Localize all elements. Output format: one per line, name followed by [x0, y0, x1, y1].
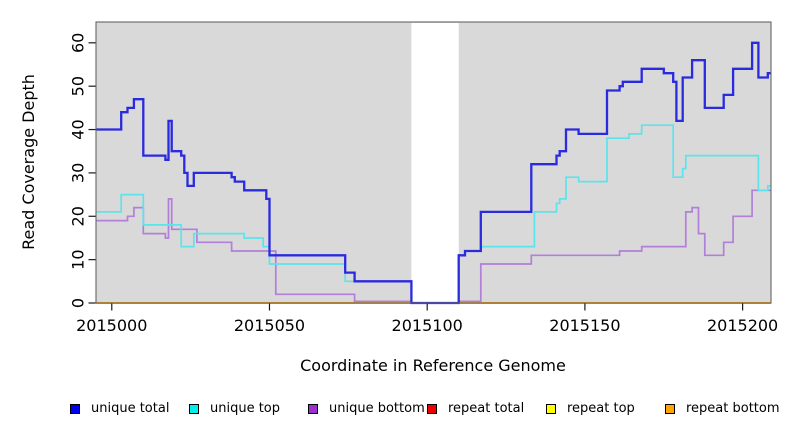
legend-swatch: [189, 404, 199, 414]
legend-item-unique-total: unique total: [70, 402, 169, 416]
y-tick-label: 20: [69, 206, 88, 226]
legend-swatch: [546, 404, 556, 414]
legend-label: repeat total: [448, 401, 525, 416]
y-tick-label: 10: [69, 249, 88, 269]
no-data-band: [411, 23, 459, 302]
y-tick-label: 0: [69, 298, 88, 308]
x-tick-label: 2015050: [234, 316, 305, 335]
legend-label: unique total: [91, 401, 170, 416]
legend-item-unique-top: unique top: [189, 402, 280, 416]
legend-label: unique top: [210, 401, 281, 416]
x-tick-label: 2015150: [549, 316, 620, 335]
y-tick-label: 50: [69, 76, 88, 96]
x-axis-title: Coordinate in Reference Genome: [300, 356, 566, 375]
legend-item-unique-bottom: unique bottom: [308, 402, 425, 416]
x-axis: 2015000 2015050 2015100 2015150 2015200: [76, 303, 778, 335]
legend-swatch: [70, 404, 80, 414]
no-data-rect: [411, 23, 459, 302]
legend-label: repeat bottom: [686, 401, 780, 416]
legend-swatch: [665, 404, 675, 414]
series-line-unique-top: [96, 124, 771, 304]
legend-label: repeat top: [567, 401, 635, 416]
coverage-chart: 2015000 2015050 2015100 2015150 2015200 0 10 2…: [19, 21, 778, 375]
legend-label: unique bottom: [329, 401, 425, 416]
chart-legend: unique total unique top unique bottom repea…: [0, 398, 792, 424]
legend-swatch: [308, 404, 318, 414]
plot-frame: [95, 21, 772, 304]
y-tick-label: 40: [69, 119, 88, 139]
x-tick-label: 2015200: [707, 316, 778, 335]
legend-swatch: [427, 404, 437, 414]
x-tick-label: 2015100: [392, 316, 463, 335]
legend-item-repeat-top: repeat top: [546, 402, 635, 416]
y-axis-title: Read Coverage Depth: [19, 74, 38, 250]
y-tick-label: 30: [69, 163, 88, 183]
legend-item-repeat-total: repeat total: [427, 402, 524, 416]
y-tick-label: 60: [69, 33, 88, 53]
series-line-unique-total: [96, 41, 771, 305]
x-tick-label: 2015000: [76, 316, 147, 335]
y-axis: 0 10 20 30 40 50 60: [69, 33, 96, 308]
legend-item-repeat-bottom: repeat bottom: [665, 402, 780, 416]
